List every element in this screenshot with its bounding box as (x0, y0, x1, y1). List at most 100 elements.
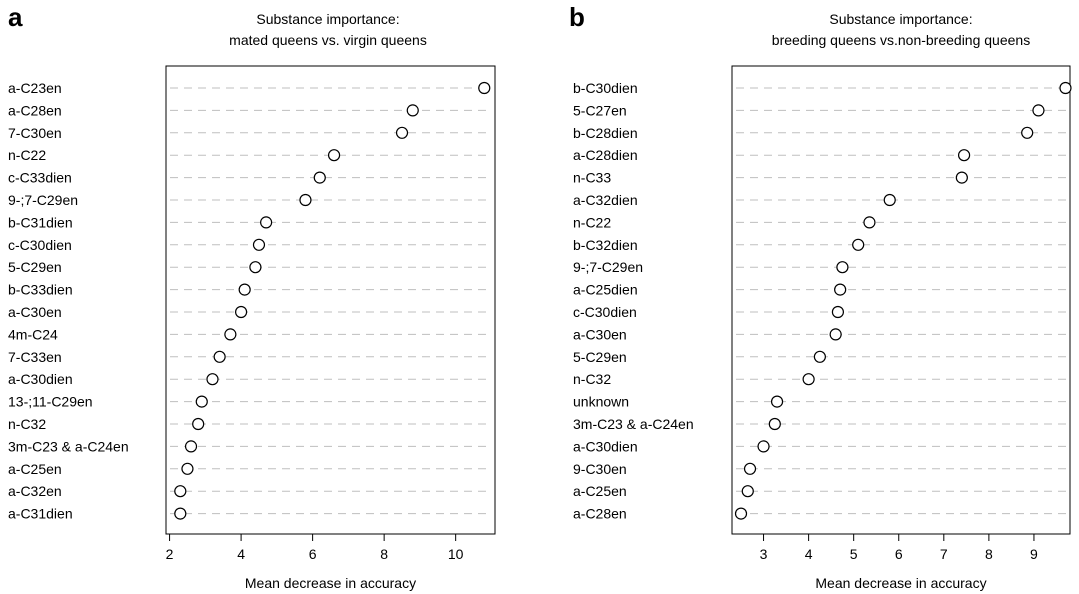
category-label: a-C23en (8, 80, 62, 96)
data-point (224, 328, 237, 341)
data-point (234, 305, 248, 319)
data-point (327, 149, 341, 162)
category-label: b-C33dien (8, 282, 73, 298)
category-label: b-C32dien (573, 237, 638, 253)
data-point (770, 395, 784, 408)
category-label: n-C32 (8, 416, 46, 432)
category-label: 5-C29en (573, 349, 627, 365)
data-point (834, 283, 847, 296)
x-tick-label: 8 (380, 546, 388, 562)
data-point (757, 440, 770, 453)
x-tick-label: 4 (237, 546, 245, 562)
data-point (957, 149, 971, 162)
data-point (836, 261, 849, 274)
data-point (406, 104, 419, 117)
data-point (829, 328, 842, 341)
data-point (249, 261, 262, 274)
data-point (260, 216, 273, 229)
x-tick-label: 3 (760, 546, 768, 562)
category-label: a-C28dien (573, 147, 638, 163)
category-label: a-C30dien (8, 371, 73, 387)
x-tick-label: 10 (448, 546, 464, 562)
data-point (184, 440, 198, 453)
category-label: b-C28dien (573, 125, 638, 141)
data-point (195, 395, 208, 408)
chart-title-line-2: breeding queens vs.non-breeding queens (772, 32, 1030, 48)
data-point (1059, 81, 1072, 95)
data-point (213, 350, 226, 363)
chart-title-line-2: mated queens vs. virgin queens (229, 32, 427, 48)
category-label: a-C32dien (573, 192, 638, 208)
category-label: c-C30dien (8, 237, 72, 253)
data-point (813, 350, 826, 363)
x-tick-label: 8 (985, 546, 993, 562)
plot-frame (731, 65, 1071, 535)
x-tick-label: 4 (805, 546, 813, 562)
data-point (1021, 126, 1034, 139)
data-point (181, 462, 194, 475)
data-point (852, 238, 865, 251)
data-point (395, 126, 409, 139)
data-point (238, 283, 251, 296)
data-point (883, 193, 896, 207)
category-label: c-C30dien (573, 304, 637, 320)
x-tick-label: 6 (895, 546, 903, 562)
category-label: 5-C27en (573, 102, 627, 118)
category-label: n-C33 (573, 170, 611, 186)
category-label: 13-;11-C29en (8, 394, 93, 410)
category-label: c-C33dien (8, 170, 72, 186)
data-point (831, 305, 845, 319)
category-label: n-C22 (573, 214, 611, 230)
panel-letter-a: a (8, 2, 23, 32)
category-label: 9-C30en (573, 461, 627, 477)
data-point (206, 373, 219, 386)
data-point (802, 373, 815, 386)
x-tick-label: 6 (309, 546, 317, 562)
data-point (734, 507, 748, 520)
category-label: 7-C33en (8, 349, 62, 365)
data-point (741, 485, 754, 498)
category-label: unknown (573, 394, 629, 410)
data-point (299, 193, 312, 207)
chart-title-line-1: Substance importance: (256, 11, 399, 27)
data-point (1032, 104, 1045, 117)
category-label: n-C32 (573, 371, 611, 387)
data-point (768, 417, 781, 431)
x-tick-label: 7 (940, 546, 948, 562)
category-label: a-C30dien (573, 438, 638, 454)
category-label: a-C32en (8, 483, 62, 499)
x-tick-label: 9 (1030, 546, 1038, 562)
category-label: a-C30en (573, 326, 627, 342)
category-label: 3m-C23 & a-C24en (573, 416, 694, 432)
category-label: a-C28en (8, 102, 62, 118)
category-label: b-C30dien (573, 80, 638, 96)
category-label: a-C31dien (8, 506, 73, 522)
chart-title-line-1: Substance importance: (829, 11, 972, 27)
data-point (743, 462, 757, 475)
x-axis-label: Mean decrease in accuracy (245, 575, 416, 591)
category-label: 3m-C23 & a-C24en (8, 438, 129, 454)
plot-frame (165, 65, 496, 535)
data-point (955, 171, 968, 184)
category-label: b-C31dien (8, 214, 73, 230)
category-label: a-C25en (8, 461, 62, 477)
category-label: a-C25dien (573, 282, 638, 298)
category-label: 7-C30en (8, 125, 62, 141)
category-label: n-C22 (8, 147, 46, 163)
data-point (174, 507, 187, 520)
category-label: a-C25en (573, 483, 627, 499)
x-tick-label: 5 (850, 546, 858, 562)
category-label: 4m-C24 (8, 326, 58, 342)
x-axis-label: Mean decrease in accuracy (815, 575, 986, 591)
category-label: 9-;7-C29en (573, 259, 643, 275)
category-label: 9-;7-C29en (8, 192, 78, 208)
data-point (174, 485, 187, 498)
data-point (478, 81, 491, 95)
data-point (313, 171, 326, 184)
x-tick-label: 2 (166, 546, 174, 562)
category-label: 5-C29en (8, 259, 62, 275)
category-label: a-C28en (573, 506, 627, 522)
panel-letter-b: b (569, 2, 585, 32)
